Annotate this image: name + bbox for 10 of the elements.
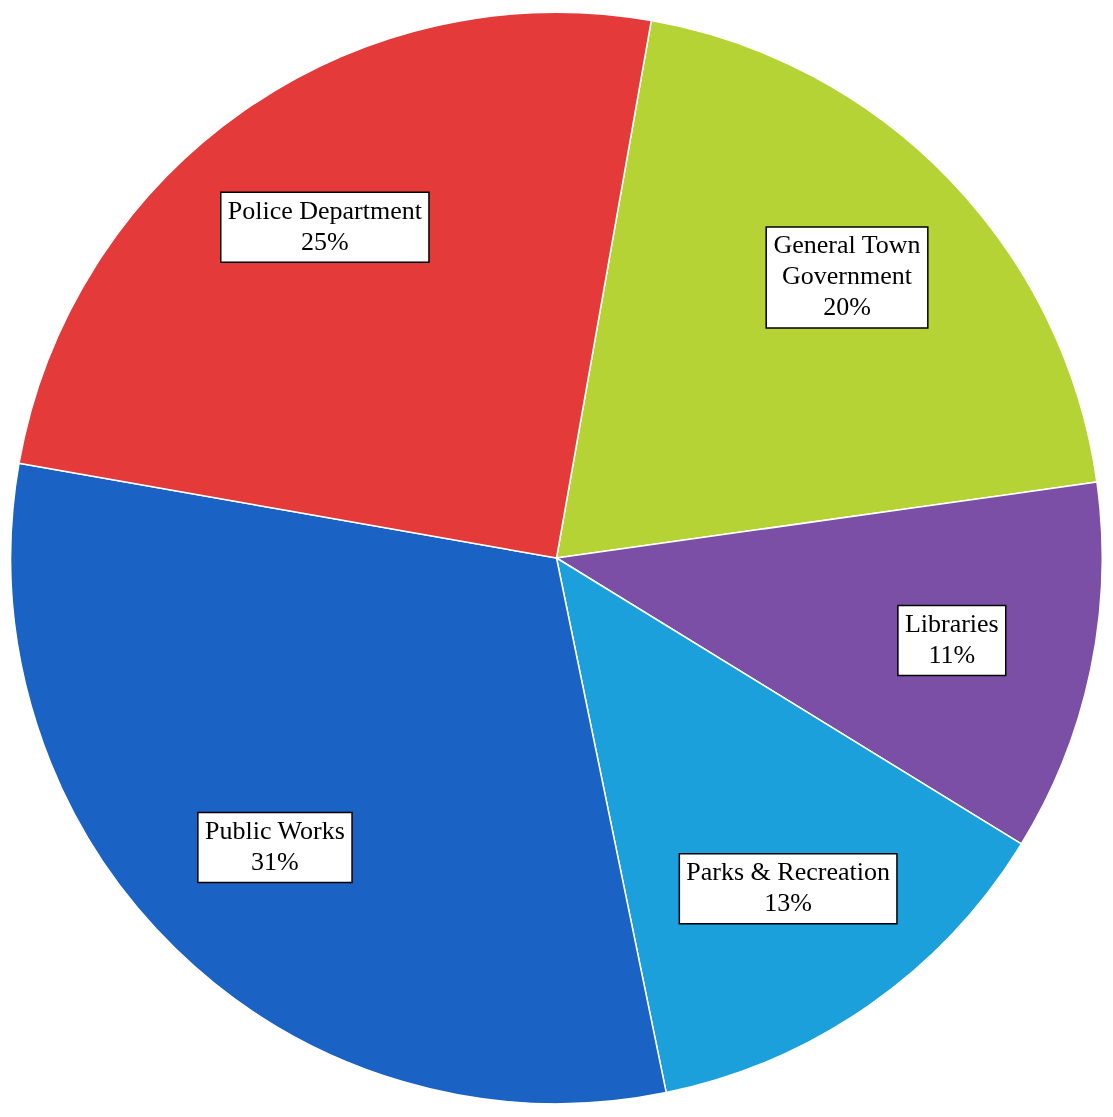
slice-label: Public Works xyxy=(205,815,345,845)
slice-label: Libraries xyxy=(904,608,999,638)
slice-label: Parks & Recreation xyxy=(686,857,890,887)
data-label: 20% xyxy=(823,292,871,322)
data-label: 31% xyxy=(251,846,299,876)
slice-label: General Town Government xyxy=(773,230,921,291)
data-label: 25% xyxy=(301,226,349,256)
data-label: 13% xyxy=(764,888,812,918)
slice-label: Police Department xyxy=(227,195,423,225)
data-label: 11% xyxy=(928,639,976,669)
